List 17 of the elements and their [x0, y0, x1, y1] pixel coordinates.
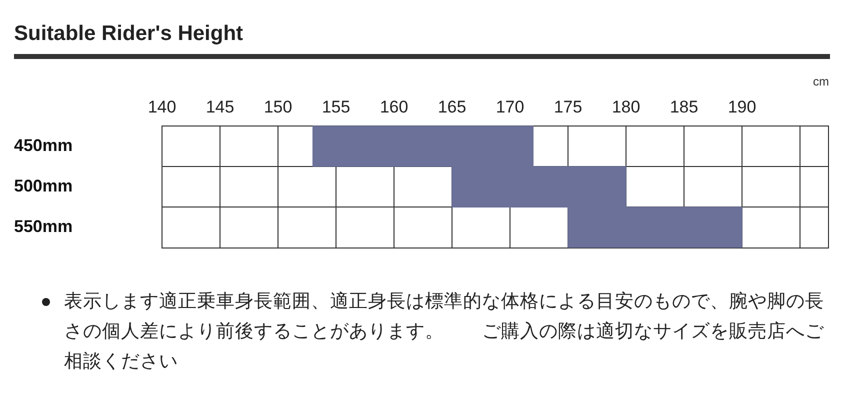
- x-tick-label: 185: [670, 97, 698, 116]
- text: 表示します適正乗車身長範囲、適正身長は標準的な体格による目安のもので、腕や脚の長さの個人差により前後することがあります。 ご購入の際は適切なサイズを販売店へご相談ください: [64, 290, 825, 374]
- y-tick-label: 550mm: [14, 217, 73, 236]
- x-tick-label: 190: [728, 97, 756, 116]
- y-tick-label: 450mm: [14, 136, 73, 155]
- x-tick-label: 175: [554, 97, 582, 116]
- x-axis-title: cm: [813, 74, 829, 89]
- chart-title: Suitable Rider's Height: [14, 8, 830, 59]
- x-tick-label: 150: [264, 97, 292, 116]
- x-tick-label: 180: [612, 97, 640, 116]
- x-tick-label: 170: [496, 97, 524, 116]
- x-tick-label: 145: [206, 97, 234, 116]
- x-tick-label: 160: [380, 97, 408, 116]
- y-tick-label: 500mm: [14, 176, 73, 196]
- x-tick-label: 140: [148, 97, 176, 116]
- x-tick-label: 165: [438, 97, 466, 116]
- x-tick-label: 155: [322, 97, 350, 116]
